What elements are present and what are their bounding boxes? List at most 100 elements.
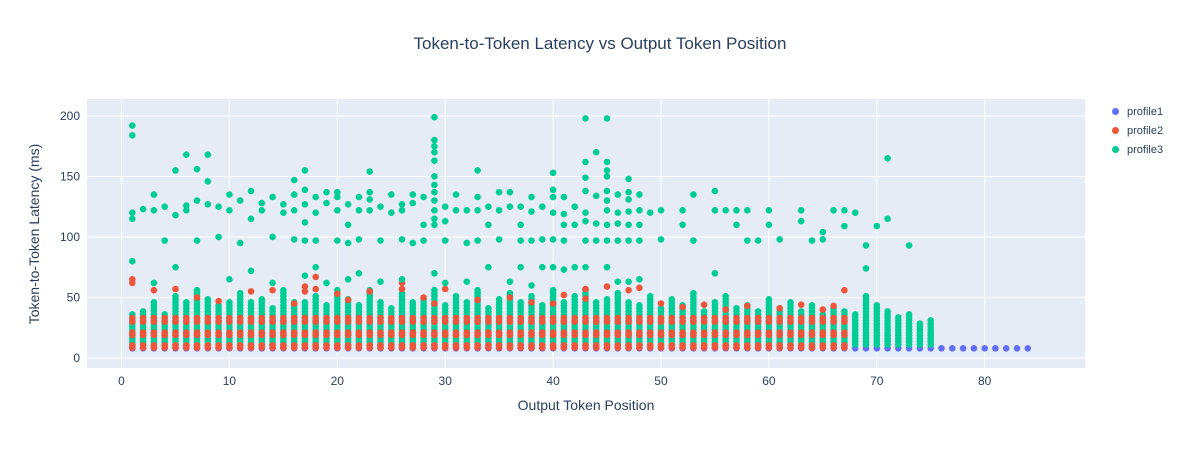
data-point-profile3[interactable] [819,228,827,236]
data-point-profile3[interactable] [711,187,719,195]
data-point-profile2[interactable] [441,342,449,349]
data-point-profile2[interactable] [183,329,190,336]
data-point-profile3[interactable] [625,196,632,203]
data-point-profile2[interactable] [129,276,136,283]
data-point-profile2[interactable] [247,342,255,349]
data-point-profile2[interactable] [808,329,816,336]
data-point-profile2[interactable] [290,314,298,322]
data-point-profile3[interactable] [582,158,589,166]
data-point-profile3[interactable] [614,220,622,227]
data-point-profile3[interactable] [711,270,719,277]
data-point-profile3[interactable] [409,239,417,247]
data-point-profile3[interactable] [528,208,535,215]
data-point-profile2[interactable] [334,314,341,322]
data-point-profile3[interactable] [463,278,471,286]
data-point-profile3[interactable] [603,296,611,303]
data-point-profile3[interactable] [398,207,406,214]
data-point-profile2[interactable] [344,296,352,304]
data-point-profile2[interactable] [528,314,535,322]
data-point-profile2[interactable] [204,314,212,322]
data-point-profile2[interactable] [398,329,406,336]
data-point-profile2[interactable] [830,342,837,349]
data-point-profile3[interactable] [431,173,438,180]
data-point-profile2[interactable] [765,342,773,349]
data-point-profile3[interactable] [733,305,740,312]
data-point-profile2[interactable] [420,314,427,322]
data-point-profile2[interactable] [700,342,708,349]
data-point-profile3[interactable] [129,122,136,129]
data-point-profile3[interactable] [528,282,535,289]
data-point-profile2[interactable] [765,314,773,322]
data-point-profile2[interactable] [614,314,622,322]
data-point-profile3[interactable] [560,193,568,201]
data-point-profile2[interactable] [420,329,427,336]
data-point-profile3[interactable] [258,296,266,303]
data-point-profile2[interactable] [830,302,837,310]
data-point-profile2[interactable] [830,329,837,336]
data-point-profile3[interactable] [495,236,503,243]
data-point-profile2[interactable] [215,329,222,336]
data-point-profile2[interactable] [431,300,438,307]
data-point-profile3[interactable] [549,236,557,243]
data-point-profile3[interactable] [711,207,719,214]
data-point-profile2[interactable] [776,342,783,349]
data-point-profile2[interactable] [787,314,794,322]
data-point-profile3[interactable] [129,215,136,223]
data-point-profile3[interactable] [334,207,341,214]
data-point-profile3[interactable] [603,197,611,204]
data-point-profile2[interactable] [776,305,783,312]
data-point-profile3[interactable] [409,199,417,207]
data-point-profile2[interactable] [258,342,266,349]
data-point-profile2[interactable] [776,314,783,322]
data-point-profile2[interactable] [668,314,676,322]
data-point-profile2[interactable] [571,314,578,322]
data-point-profile2[interactable] [539,314,546,322]
data-point-profile3[interactable] [334,188,341,196]
data-point-profile2[interactable] [215,314,222,322]
data-point-profile3[interactable] [506,278,514,286]
data-point-profile2[interactable] [560,329,568,336]
data-point-profile2[interactable] [808,342,816,349]
data-point-profile2[interactable] [485,329,492,336]
data-point-profile3[interactable] [129,132,136,139]
data-point-profile3[interactable] [657,305,665,312]
data-point-profile3[interactable] [495,188,503,196]
data-point-profile3[interactable] [797,217,805,225]
data-point-profile3[interactable] [690,237,697,244]
data-point-profile2[interactable] [841,342,848,349]
data-point-profile3[interactable] [560,237,568,244]
data-point-profile3[interactable] [269,305,276,312]
data-point-profile2[interactable] [830,314,837,322]
data-point-profile3[interactable] [431,207,438,214]
data-point-profile2[interactable] [797,342,805,349]
data-point-profile3[interactable] [398,201,406,208]
data-point-profile3[interactable] [636,207,643,214]
data-point-profile2[interactable] [247,329,255,336]
data-point-profile2[interactable] [161,329,168,336]
data-point-profile3[interactable] [517,203,524,210]
data-point-profile3[interactable] [722,292,729,300]
data-point-profile2[interactable] [819,329,827,336]
data-point-profile2[interactable] [517,329,524,336]
data-point-profile2[interactable] [463,314,471,322]
data-point-profile2[interactable] [625,329,632,336]
data-point-profile3[interactable] [571,292,578,300]
data-point-profile3[interactable] [441,217,449,225]
data-point-profile3[interactable] [280,209,287,216]
data-point-profile3[interactable] [161,237,168,244]
data-point-profile2[interactable] [485,314,492,322]
data-point-profile2[interactable] [528,299,535,306]
data-point-profile2[interactable] [636,329,643,336]
data-point-profile3[interactable] [139,205,147,213]
data-point-profile2[interactable] [711,314,719,322]
data-point-profile3[interactable] [280,286,287,294]
data-point-profile3[interactable] [603,187,611,195]
data-point-profile3[interactable] [614,237,622,244]
data-point-profile3[interactable] [312,237,320,244]
data-point-profile3[interactable] [603,207,611,214]
data-point-profile3[interactable] [301,167,309,174]
data-point-profile3[interactable] [204,178,212,185]
data-point-profile2[interactable] [592,314,600,322]
data-point-profile2[interactable] [474,296,481,304]
data-point-profile2[interactable] [172,314,179,322]
